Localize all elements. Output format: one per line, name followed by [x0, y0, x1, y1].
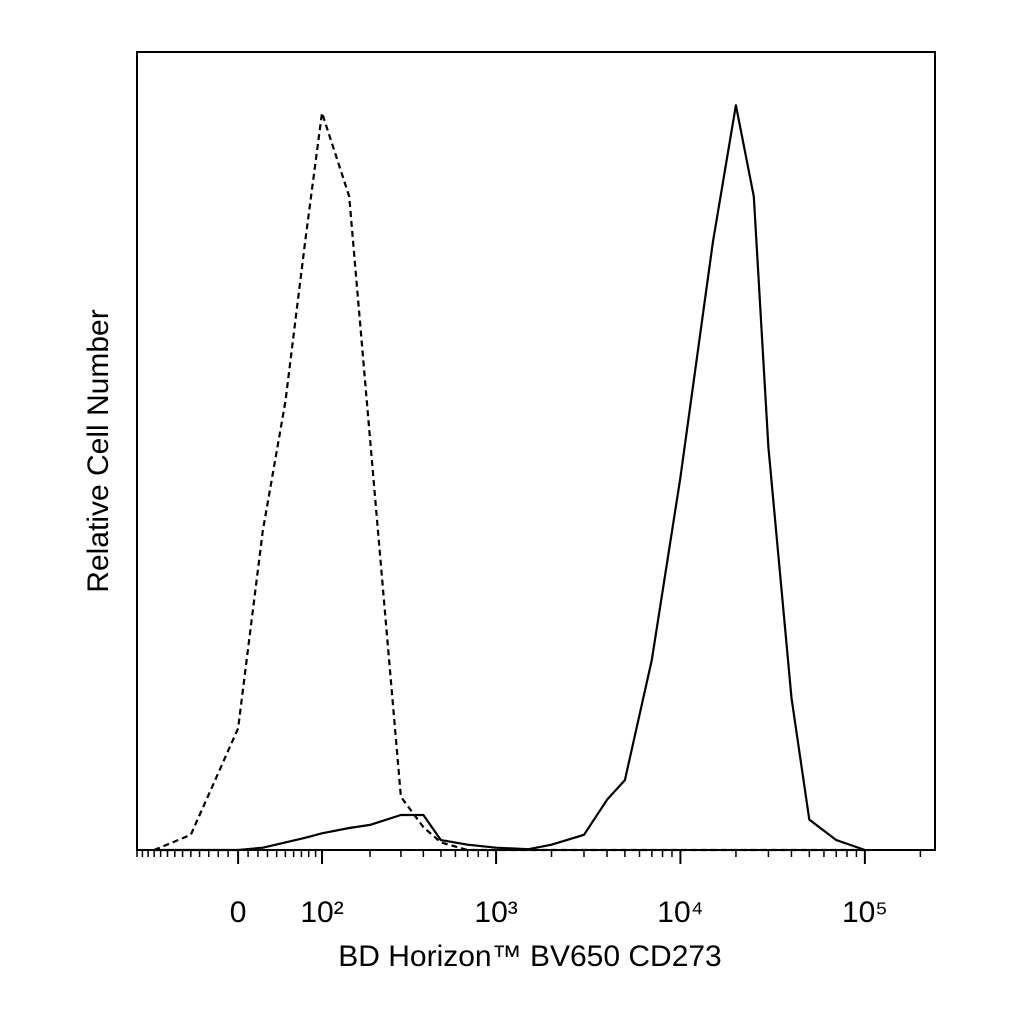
x-tick-label: 10⁵	[842, 896, 888, 929]
plot-frame	[136, 51, 936, 851]
y-axis-label: Relative Cell Number	[82, 309, 115, 592]
x-tick-label: 0	[230, 896, 247, 929]
histogram-line	[154, 104, 866, 852]
x-axis-label: BD Horizon™ BV650 CD273	[338, 940, 722, 973]
histogram-line	[153, 111, 865, 852]
x-tick-label: 10⁴	[657, 896, 703, 929]
x-tick-label: 10³	[474, 896, 517, 929]
x-tick-label: 10²	[300, 896, 343, 929]
